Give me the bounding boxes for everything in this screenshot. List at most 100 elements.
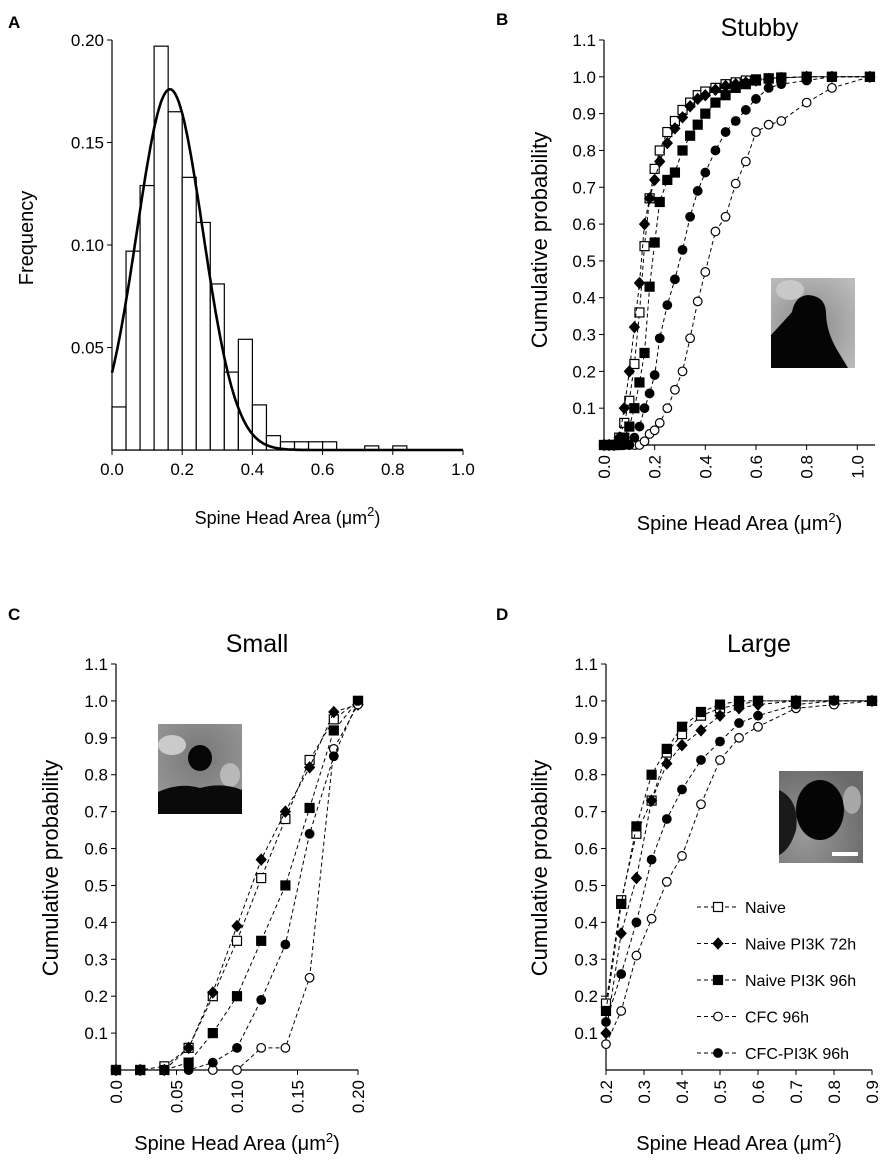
inset-micrograph-stubby xyxy=(771,278,855,368)
panel-b-y-tick-label: 0.6 xyxy=(572,215,596,234)
panel-b-data-point xyxy=(720,90,731,101)
panel-d-x-tick-label: 0.3 xyxy=(635,1080,654,1104)
panel-b-data-point xyxy=(662,126,673,138)
panel-d-data-point xyxy=(677,784,687,795)
panel-c-data-point xyxy=(328,751,339,762)
panel-d-y-tick-label: 0.7 xyxy=(574,803,598,822)
panel-c-data-point xyxy=(232,1065,242,1075)
panel-c-data-point xyxy=(256,1042,267,1053)
panel-d-data-point xyxy=(753,710,763,721)
panel-b-data-point xyxy=(618,401,630,415)
panel-d-series-cfc-96h xyxy=(601,696,877,1050)
panel-b-data-point xyxy=(634,377,645,388)
panel-a-histogram-bar xyxy=(237,338,254,451)
panel-b-data-point xyxy=(763,82,774,93)
panel-letter-a: A xyxy=(8,13,20,32)
panel-d-data-point xyxy=(646,913,657,924)
panel-d-y-tick-label: 1.0 xyxy=(574,692,598,711)
panel-b-data-point xyxy=(700,167,711,178)
panel-d-data-point xyxy=(715,736,725,747)
panel-b-data-point xyxy=(634,421,645,432)
panel-c-y-tick-label: 0.5 xyxy=(84,876,108,895)
panel-c-x-tick-label: 0.20 xyxy=(349,1080,368,1113)
panel-c-data-point xyxy=(256,872,267,884)
panel-c-data-point xyxy=(231,919,243,933)
panel-b-data-point xyxy=(710,97,721,108)
panel-c-x-tick-label: 0.05 xyxy=(168,1080,187,1113)
panel-c-data-point xyxy=(255,853,267,866)
panel-b-series-naive-pi3k-72h xyxy=(598,70,876,452)
panel-b-data-point xyxy=(654,145,665,156)
panel-d-data-point xyxy=(661,757,673,770)
panel-c-data-point xyxy=(353,696,363,706)
panel-b-data-point xyxy=(751,127,761,137)
panel-b-data-point xyxy=(662,174,673,186)
panel-b-x-tick-label: 0.2 xyxy=(646,455,665,479)
panel-b-data-point xyxy=(677,145,688,156)
panel-b-data-point xyxy=(740,79,751,90)
panel-c-series-cfc-pi3k-96h xyxy=(111,696,363,1075)
panel-c-data-point xyxy=(256,935,267,946)
panel-c-y-tick-label: 0.4 xyxy=(84,913,108,932)
panel-d-data-point xyxy=(752,695,764,707)
panel-d-y-tick-label: 0.3 xyxy=(574,950,598,969)
panel-d-data-point xyxy=(631,917,642,928)
panel-d-y-tick-label: 0.9 xyxy=(574,729,598,748)
panel-d-data-point xyxy=(646,769,657,780)
legend-marker xyxy=(712,901,724,913)
legend-marker xyxy=(713,1011,723,1022)
panel-b-data-point xyxy=(654,333,665,344)
panel-d-data-point xyxy=(696,799,706,810)
panel-c: C 0.1 0.2 0.3 0.4 0.5 0.6 0.7 0.8 0.9 1.0 1.1 0.0 0.… xyxy=(8,605,368,1155)
panel-b-data-point xyxy=(670,384,680,395)
legend: Naive Naive PI3K 72h Naive PI3K 96h CFC 96h… xyxy=(697,900,856,1063)
panel-d-data-point xyxy=(714,709,726,722)
panel-b-data-point xyxy=(654,155,666,168)
panel-b-x-tick-label: 0.6 xyxy=(747,455,766,479)
panel-b-data-point xyxy=(639,403,650,414)
panel-d-data-point xyxy=(661,876,672,887)
panel-b-data-point xyxy=(649,237,660,248)
panel-c-y-tick-label: 0.3 xyxy=(84,950,108,969)
panel-a-y-tick-label: 0.20 xyxy=(71,31,104,50)
panel-b-data-point xyxy=(629,432,640,443)
inset-micrograph-large xyxy=(779,771,863,863)
panel-d-data-point xyxy=(676,721,688,732)
panel-d-y-axis-label: Cumulative probability xyxy=(527,760,552,976)
panel-c-chart-title: Small xyxy=(226,630,289,658)
panel-a-histogram-bar xyxy=(139,184,155,451)
panel-d-data-point xyxy=(615,927,627,940)
panel-b-y-tick-label: 0.7 xyxy=(572,178,596,197)
panel-a-y-tick-label: 0.10 xyxy=(71,236,104,255)
panel-b-data-point xyxy=(624,421,635,432)
panel-b-data-point xyxy=(730,82,741,93)
panel-b-data-point xyxy=(662,300,673,310)
panel-b-data-point xyxy=(692,296,703,307)
panel-d-y-tick-label: 1.1 xyxy=(574,655,598,674)
panel-a-y-tick-label: 0.15 xyxy=(71,134,104,153)
legend-label: CFC 96h xyxy=(745,1010,809,1027)
panel-letter-b: B xyxy=(496,10,508,29)
panel-d-data-point xyxy=(601,1039,611,1050)
panel-c-x-axis-label: Spine Head Area (μm2) xyxy=(134,1130,340,1155)
panel-d-y-tick-label: 0.4 xyxy=(574,913,598,932)
panel-b-data-point xyxy=(684,100,696,113)
panel-b-data-point xyxy=(669,122,681,135)
panel-a-histogram-bar xyxy=(153,45,169,451)
panel-b-data-point xyxy=(710,226,721,237)
panel-a-x-tick-label: 0.8 xyxy=(381,460,405,479)
panel-d-x-tick-label: 0.6 xyxy=(749,1080,768,1104)
panel-c-y-tick-label: 0.2 xyxy=(84,987,108,1006)
panel-d-x-tick-label: 0.8 xyxy=(825,1080,844,1104)
panel-d-data-point xyxy=(616,969,627,979)
panel-d-y-tick-label: 0.1 xyxy=(574,1024,598,1043)
panel-c-data-point xyxy=(304,828,315,839)
panel-c-x-tick-label: 0.15 xyxy=(289,1080,308,1113)
panel-b-data-point xyxy=(763,73,774,84)
panel-c-data-point xyxy=(303,761,316,774)
panel-b-data-point xyxy=(730,116,741,126)
legend-label: Naive xyxy=(745,900,786,917)
panel-d-data-point xyxy=(616,898,627,910)
panel-a-x-tick-label: 0.6 xyxy=(311,460,335,479)
panel-c-y-tick-label: 1.1 xyxy=(84,655,108,674)
